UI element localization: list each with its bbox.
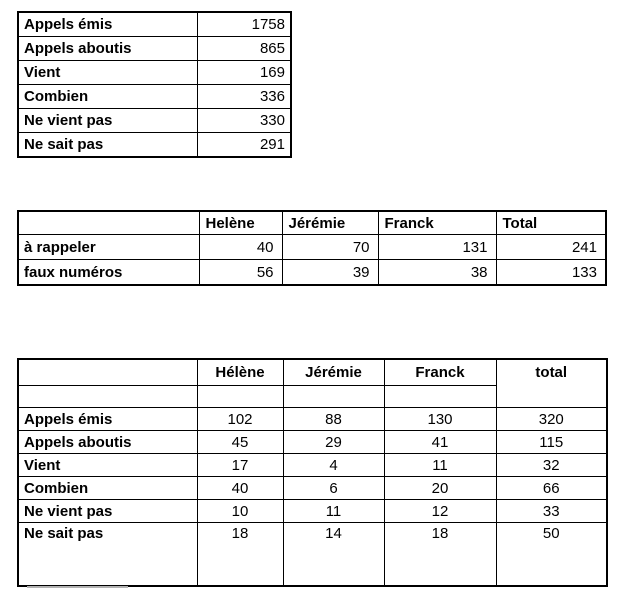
cell-value: 33 (495, 499, 608, 523)
table-row: Appels aboutis 45 29 41 115 (17, 430, 608, 454)
row-label: Appels aboutis (17, 36, 198, 61)
table-row: Combien 336 (17, 84, 292, 109)
cell-value: 130 (383, 407, 497, 431)
row-value: 169 (196, 60, 292, 85)
header-row: Hélène Jérémie Franck total (17, 358, 608, 408)
cell-value: 131 (377, 234, 497, 260)
empty-cell (383, 385, 497, 408)
table-row: Ne sait pas 291 (17, 132, 292, 158)
table-row: Combien 40 6 20 66 (17, 476, 608, 500)
row-label: Ne sait pas (17, 132, 198, 158)
cell-value: 50 (495, 522, 608, 587)
cell-value: 241 (495, 234, 607, 260)
header-jeremie: Jérémie (281, 210, 379, 235)
row-label: Appels émis (17, 407, 198, 431)
row-label: à rappeler (17, 234, 200, 260)
table-row: Ne vient pas 10 11 12 33 (17, 499, 608, 523)
cell-value: 320 (495, 407, 608, 431)
cell-value: 11 (282, 499, 385, 523)
cell-value: 38 (377, 259, 497, 286)
row-label: Combien (17, 476, 198, 500)
header-total: Total (495, 210, 607, 235)
cell-value: 32 (495, 453, 608, 477)
cell-value: 40 (196, 476, 284, 500)
row-label: Combien (17, 84, 198, 109)
row-value: 1758 (196, 11, 292, 37)
cell-value: 17 (196, 453, 284, 477)
cell-value: 133 (495, 259, 607, 286)
table-row: Vient 17 4 11 32 (17, 453, 608, 477)
callbacks-table: Helène Jérémie Franck Total à rappeler 4… (17, 210, 607, 286)
cell-value: 11 (383, 453, 497, 477)
table-row: à rappeler 40 70 131 241 (17, 234, 607, 260)
cell-value: 4 (282, 453, 385, 477)
row-label: Ne sait pas (17, 522, 198, 587)
header-helene: Hélène (196, 358, 284, 386)
cell-value: 6 (282, 476, 385, 500)
cell-value: 39 (281, 259, 379, 286)
table-row: Appels aboutis 865 (17, 36, 292, 61)
row-label: Ne vient pas (17, 108, 198, 133)
cell-value: 10 (196, 499, 284, 523)
cell-value: 115 (495, 430, 608, 454)
table-row: Vient 169 (17, 60, 292, 85)
row-label: faux numéros (17, 259, 200, 286)
header-franck: Franck (377, 210, 497, 235)
cell-value: 12 (383, 499, 497, 523)
cell-value: 41 (383, 430, 497, 454)
row-label: Vient (17, 453, 198, 477)
header-total: total (495, 358, 608, 408)
cell-value: 18 (196, 522, 284, 587)
row-value: 291 (196, 132, 292, 158)
table-row: Appels émis 102 88 130 320 (17, 407, 608, 431)
breakdown-table: Hélène Jérémie Franck total Appels émis … (17, 358, 608, 587)
row-label: Appels aboutis (17, 430, 198, 454)
header-franck: Franck (383, 358, 497, 386)
header-blank (17, 210, 200, 235)
cell-value: 102 (196, 407, 284, 431)
row-label: Appels émis (17, 11, 198, 37)
table-row: Ne vient pas 330 (17, 108, 292, 133)
row-value: 336 (196, 84, 292, 109)
cropped-border-fragment (27, 586, 128, 588)
header-row: Helène Jérémie Franck Total (17, 210, 607, 235)
cell-value: 88 (282, 407, 385, 431)
cell-value: 29 (282, 430, 385, 454)
calls-totals-table: Appels émis 1758 Appels aboutis 865 Vien… (17, 11, 292, 158)
table-row: Ne sait pas 18 14 18 50 (17, 522, 608, 587)
table-row: Appels émis 1758 (17, 11, 292, 37)
cell-value: 70 (281, 234, 379, 260)
row-value: 865 (196, 36, 292, 61)
table-row: faux numéros 56 39 38 133 (17, 259, 607, 286)
header-helene: Helène (198, 210, 283, 235)
empty-cell (196, 385, 284, 408)
row-label: Ne vient pas (17, 499, 198, 523)
empty-cell (17, 385, 198, 408)
cell-value: 40 (198, 234, 283, 260)
empty-cell (282, 385, 385, 408)
cell-value: 66 (495, 476, 608, 500)
cell-value: 18 (383, 522, 497, 587)
cell-value: 45 (196, 430, 284, 454)
row-label: Vient (17, 60, 198, 85)
cell-value: 14 (282, 522, 385, 587)
empty-row (17, 385, 607, 408)
header-jeremie: Jérémie (282, 358, 385, 386)
cell-value: 56 (198, 259, 283, 286)
row-value: 330 (196, 108, 292, 133)
header-blank (17, 358, 198, 386)
cell-value: 20 (383, 476, 497, 500)
